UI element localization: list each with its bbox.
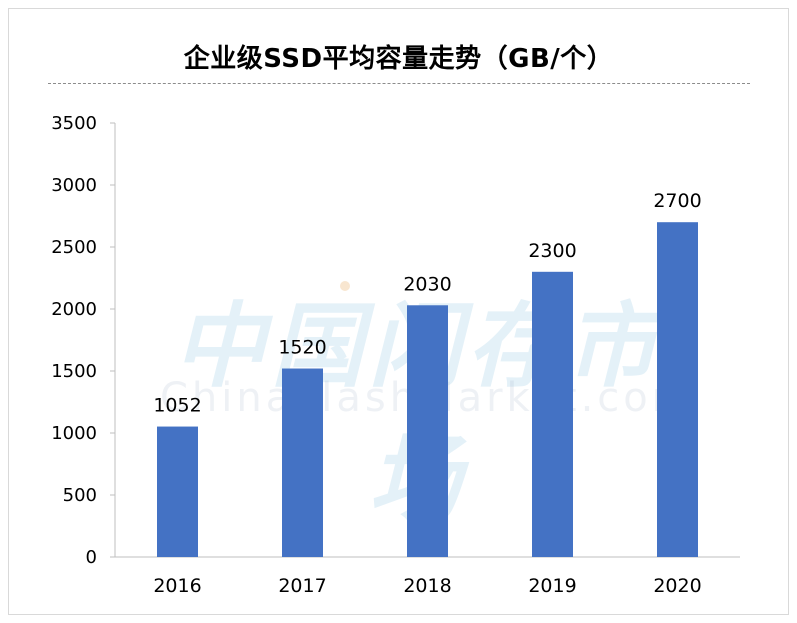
x-tick-label-2020: 2020 bbox=[653, 575, 701, 597]
y-tick-label: 3000 bbox=[51, 175, 97, 196]
x-tick-label-2016: 2016 bbox=[153, 575, 201, 597]
bar-2017 bbox=[282, 368, 323, 557]
data-label-2019: 2300 bbox=[528, 240, 576, 262]
y-tick-label: 2000 bbox=[51, 299, 97, 320]
x-tick-label-2018: 2018 bbox=[403, 575, 451, 597]
y-tick-label: 1500 bbox=[51, 361, 97, 382]
data-label-2018: 2030 bbox=[403, 273, 451, 295]
data-label-2016: 1052 bbox=[153, 395, 201, 417]
y-tick-label: 3500 bbox=[51, 113, 97, 134]
y-tick-label: 500 bbox=[63, 485, 97, 506]
y-tick-label: 1000 bbox=[51, 423, 97, 444]
bar-2019 bbox=[532, 271, 573, 557]
data-labels: 1052 1520 2030 2300 2700 bbox=[153, 190, 701, 416]
axes: 0 500 1000 1500 2000 2500 3000 3500 2016 2017 2018… bbox=[51, 113, 740, 597]
y-tick-label: 0 bbox=[86, 547, 97, 568]
x-tick-label-2017: 2017 bbox=[278, 575, 326, 597]
bar-2020 bbox=[657, 222, 698, 557]
bars bbox=[157, 222, 698, 557]
chart-title: 企业级SSD平均容量走势（GB/个） bbox=[183, 44, 614, 74]
bar-2016 bbox=[157, 426, 198, 557]
data-label-2020: 2700 bbox=[653, 190, 701, 212]
y-tick-label: 2500 bbox=[51, 237, 97, 258]
x-tick-label-2019: 2019 bbox=[528, 575, 576, 597]
watermark-dot bbox=[340, 281, 350, 291]
title-divider bbox=[48, 83, 750, 84]
bar-2018 bbox=[407, 305, 448, 557]
data-label-2017: 1520 bbox=[278, 337, 326, 359]
